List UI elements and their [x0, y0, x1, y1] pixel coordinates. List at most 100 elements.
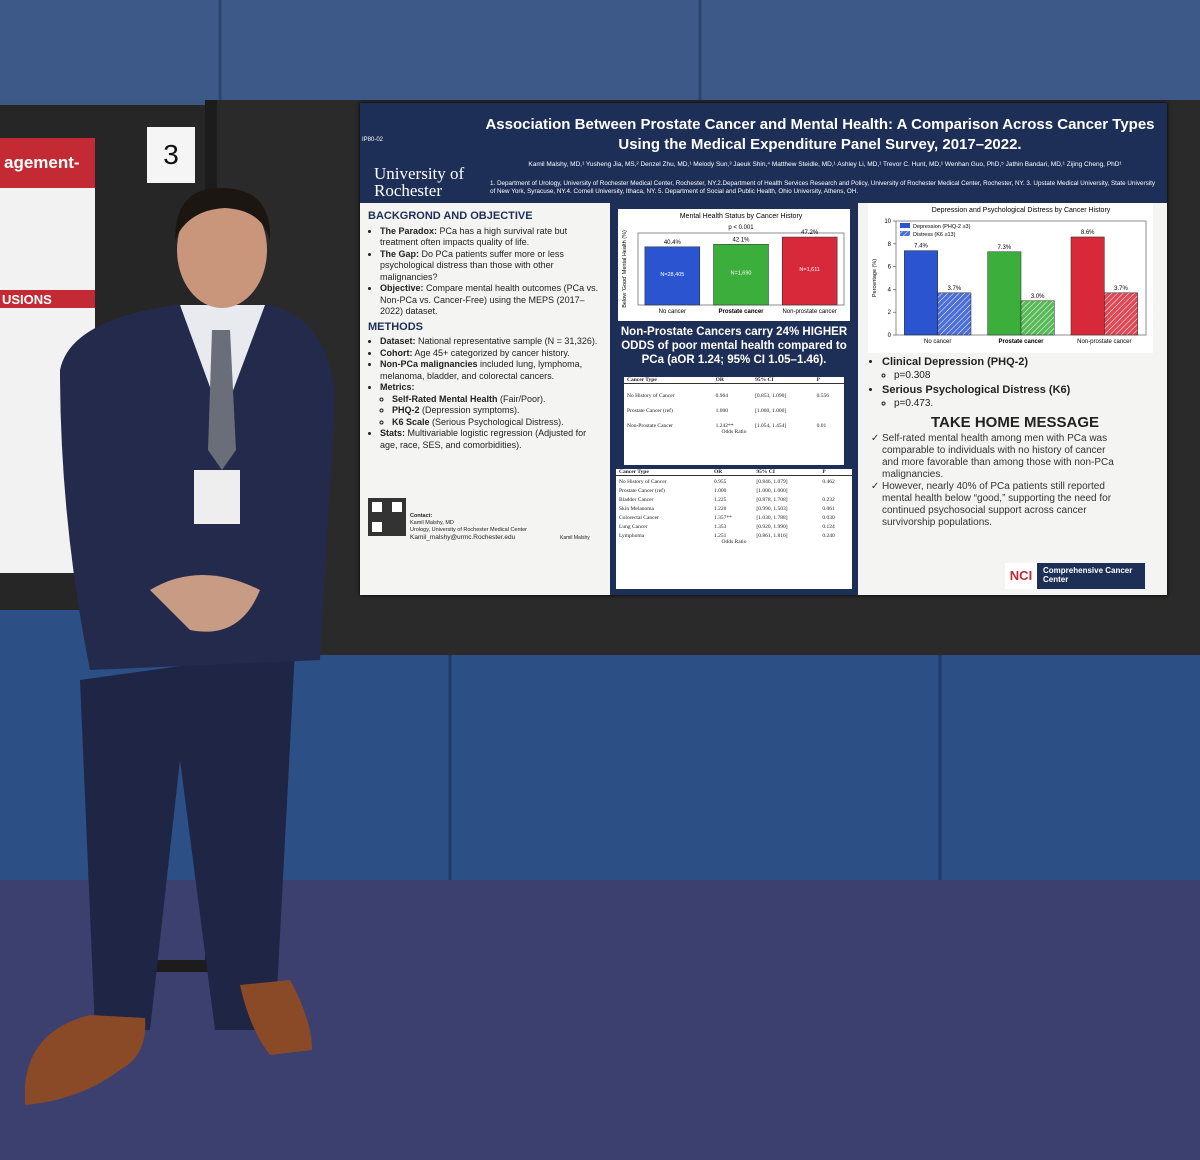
- value-label: 7.3%: [997, 245, 1011, 251]
- bullet-text: Age 45+ categorized by cancer history.: [414, 347, 570, 358]
- poster: IP80-02 University of Rochester Associat…: [360, 103, 1167, 595]
- bullet: Metrics: Self-Rated Mental Health (Fair/…: [380, 382, 606, 428]
- forest-table: Cancer Type OR 95% CI P No History of Cancer…: [624, 377, 844, 429]
- table-cell: Prostate Cancer (ref): [619, 488, 665, 494]
- bullet-text: National representative sample (N = 31,3…: [418, 336, 598, 346]
- table-cell: [1.030, 1.788]: [756, 515, 788, 521]
- table-cell: [0.853, 1.090]: [755, 393, 787, 399]
- booth-card: [147, 127, 195, 183]
- table-cell: [0.846, 1.079]: [756, 479, 788, 485]
- bullet-text: Compare mental health outcomes (PCa vs. …: [380, 283, 599, 316]
- axis-label: Odds Ratio: [721, 539, 747, 545]
- bar: [644, 246, 701, 306]
- badge: [194, 470, 240, 524]
- bullet-label: Self-Rated Mental Health: [392, 393, 498, 404]
- affiliations: 1. Department of Urology, University of …: [490, 180, 1156, 195]
- bullet-label: K6 Scale: [392, 416, 430, 427]
- bar: [1020, 300, 1055, 336]
- institution: University of Rochester: [374, 164, 465, 200]
- distress-chart: Depression and Psychological Distress by…: [868, 203, 1153, 353]
- table-cell: 0.955: [714, 479, 727, 485]
- table-cell: 0.964: [715, 393, 728, 399]
- header-cell: OR: [712, 377, 753, 384]
- x-tick-label: Prostate cancer: [718, 309, 764, 315]
- chart-title: Depression and Psychological Distress by…: [932, 207, 1111, 214]
- bullet: Dataset: National representative sample …: [380, 336, 606, 348]
- table-row: Lymphoma 1.251 [0.861, 1.816] 0.240: [616, 530, 852, 539]
- wall-top: [0, 0, 1200, 100]
- header-cell: OR: [711, 469, 754, 476]
- bullet-label: Stats:: [380, 428, 406, 438]
- bullet-list: The Paradox: PCa has a high survival rat…: [368, 226, 606, 318]
- bar: [987, 251, 1022, 336]
- bar: [1070, 236, 1105, 336]
- table-row: Bladder Cancer 1.225 [0.878, 1.708] 0.232: [616, 494, 852, 503]
- header-row: Cancer Type OR 95% CI P: [616, 469, 852, 476]
- table-cell: No History of Cancer: [627, 393, 675, 399]
- bullet: Non-PCa malignancies included lung, lymp…: [380, 359, 606, 382]
- n-label: N=28,405: [660, 272, 684, 278]
- bullet-text: Do PCa patients suffer more or less psyc…: [380, 248, 564, 282]
- bullet: Objective: Compare mental health outcome…: [380, 283, 606, 318]
- table-cell: 0.01: [816, 423, 827, 429]
- table-row: No History of Cancer 0.964 [0.853, 1.090] 0…: [624, 384, 844, 399]
- value-label: 8.6%: [1081, 230, 1095, 236]
- chart-title: Mental Health Status by Cancer History: [680, 213, 803, 220]
- header-cell: 95% CI: [752, 377, 814, 384]
- value-label: 40.4%: [664, 240, 682, 246]
- bullet-text: included lung, lymphoma, melanoma, bladd…: [380, 359, 583, 381]
- nci-logo: NCI Comprehensive Cancer Center: [1005, 563, 1145, 589]
- left-poster-band: [0, 290, 95, 308]
- value-label: 3.7%: [1114, 286, 1128, 292]
- bullet-label: Metrics:: [380, 382, 415, 392]
- table-cell: 0.462: [822, 479, 835, 485]
- header-cell: P: [813, 377, 844, 384]
- hands: [150, 575, 260, 632]
- table-cell: [0.861, 1.816]: [756, 533, 788, 539]
- axis-label: Odds Ratio: [721, 429, 747, 435]
- table-row: Prostate Cancer (ref) 1.000 [1.000, 1.000]: [624, 399, 844, 414]
- result-p: p=0.308: [894, 369, 1160, 383]
- y-tick-label: 8: [888, 242, 892, 248]
- contact-email: Kamil_malshy@urmc.Rochester.edu: [410, 534, 516, 541]
- value-label: 47.2%: [801, 230, 819, 236]
- authors: Kamil Malshy, MD,¹ Yusheng Jia, MS,² Den…: [528, 161, 1122, 168]
- bullet-label: The Gap:: [380, 248, 420, 259]
- x-tick-label: No cancer: [924, 339, 951, 345]
- poster-header: IP80-02 University of Rochester Associat…: [360, 103, 1167, 203]
- result-label: Serious Psychological Distress (K6): [882, 384, 1071, 396]
- left-shoe: [25, 1015, 146, 1105]
- table-cell: Lung Cancer: [619, 524, 648, 530]
- tie: [208, 330, 236, 470]
- bullet-text: (Serious Psychological Distress).: [432, 416, 564, 427]
- y-tick-label: 0: [888, 333, 892, 339]
- x-tick-label: Non-prostate cancer: [782, 309, 836, 315]
- qr-code: [368, 498, 406, 536]
- legend-swatch: [900, 223, 910, 228]
- table-cell: [814, 399, 844, 414]
- y-tick-label: 4: [888, 287, 892, 293]
- mental-chart: Mental Health Status by Cancer History Be…: [618, 209, 850, 321]
- y-tick-label: 6: [888, 265, 892, 271]
- table-cell: [1.054, 1.454]: [755, 423, 787, 429]
- take-home-item: Self-rated mental health among men with …: [882, 433, 1122, 481]
- poster-title: Association Between Prostate Cancer and …: [485, 116, 1155, 153]
- legend-label: Depression (PHQ-2 ≥3): [913, 224, 971, 230]
- table-row: Colorectal Cancer 1.357** [1.030, 1.788] 0.…: [616, 512, 852, 521]
- y-axis-label: Percentage (%): [872, 259, 878, 297]
- bar: [781, 236, 838, 306]
- poster-id: IP80-02: [362, 137, 384, 143]
- table-cell: 1.000: [715, 408, 728, 414]
- value-label: 42.1%: [732, 237, 750, 243]
- take-home-item: However, nearly 40% of PCa patients stil…: [882, 481, 1122, 529]
- trousers: [80, 650, 295, 1030]
- x-tick-label: Prostate cancer: [998, 339, 1044, 345]
- bar: [937, 292, 972, 336]
- contact-name: Kamil Malshy, MD: [410, 520, 454, 526]
- result: Clinical Depression (PHQ-2)p=0.308: [882, 355, 1160, 383]
- result: Serious Psychological Distress (K6)p=0.4…: [882, 383, 1160, 411]
- table-cell: [819, 485, 852, 494]
- bullet: Cohort: Age 45+ categorized by cancer hi…: [380, 348, 606, 360]
- highlight: Non-Prostate Cancers carry 24% HIGHER OD…: [620, 326, 848, 366]
- bullet: Stats: Multivariable logistic regression…: [380, 428, 606, 451]
